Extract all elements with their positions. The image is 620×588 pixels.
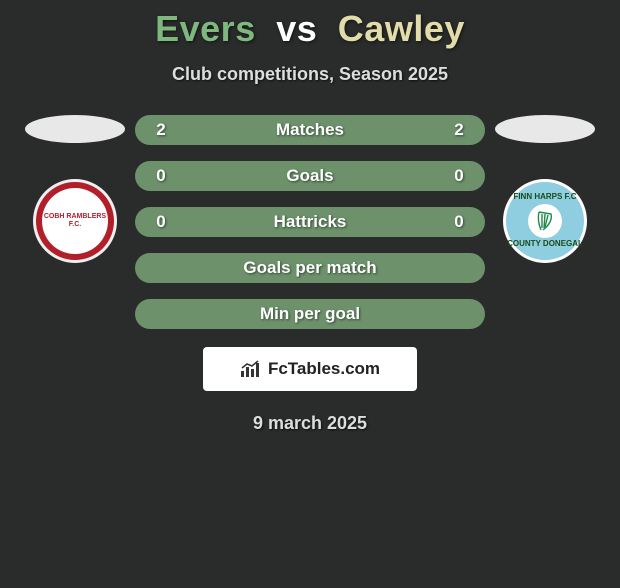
player1-name: Evers: [155, 8, 256, 49]
club-crest-right-bottom: COUNTY DONEGAL: [507, 240, 583, 249]
stat-value-left: 0: [153, 166, 169, 186]
stat-value-right: 0: [451, 166, 467, 186]
club-crest-left-label: COBH RAMBLERS F.C.: [42, 188, 108, 254]
left-crest-column: COBH RAMBLERS F.C.: [15, 115, 135, 263]
club-crest-right: FINN HARPS F.C COUNTY DONEGAL: [503, 179, 587, 263]
player2-photo-placeholder: [495, 115, 595, 143]
date-text: 9 march 2025: [0, 413, 620, 434]
player1-photo-placeholder: [25, 115, 125, 143]
source-badge-text: FcTables.com: [268, 359, 380, 379]
stat-bar: Min per goal: [135, 299, 485, 329]
stat-bars: 2Matches20Goals00Hattricks0Goals per mat…: [135, 115, 485, 329]
right-crest-column: FINN HARPS F.C COUNTY DONEGAL: [485, 115, 605, 263]
stat-label: Goals per match: [135, 258, 485, 278]
comparison-title: Evers vs Cawley: [0, 8, 620, 50]
stat-bar: 0Hattricks0: [135, 207, 485, 237]
stat-label: Hattricks: [135, 212, 485, 232]
stat-value-left: 2: [153, 120, 169, 140]
stat-bar: 2Matches2: [135, 115, 485, 145]
harp-icon: [528, 204, 562, 238]
subtitle: Club competitions, Season 2025: [0, 64, 620, 85]
comparison-layout: COBH RAMBLERS F.C. 2Matches20Goals00Hatt…: [0, 115, 620, 329]
vs-text: vs: [276, 8, 317, 49]
stat-bar: Goals per match: [135, 253, 485, 283]
club-crest-right-top: FINN HARPS F.C: [513, 193, 576, 202]
stat-label: Goals: [135, 166, 485, 186]
club-crest-left: COBH RAMBLERS F.C.: [33, 179, 117, 263]
stat-bar: 0Goals0: [135, 161, 485, 191]
stat-value-left: 0: [153, 212, 169, 232]
stat-value-right: 2: [451, 120, 467, 140]
stat-label: Matches: [135, 120, 485, 140]
stat-value-right: 0: [451, 212, 467, 232]
player2-name: Cawley: [338, 8, 465, 49]
source-badge: FcTables.com: [203, 347, 417, 391]
chart-icon: [240, 360, 262, 378]
stat-label: Min per goal: [135, 304, 485, 324]
